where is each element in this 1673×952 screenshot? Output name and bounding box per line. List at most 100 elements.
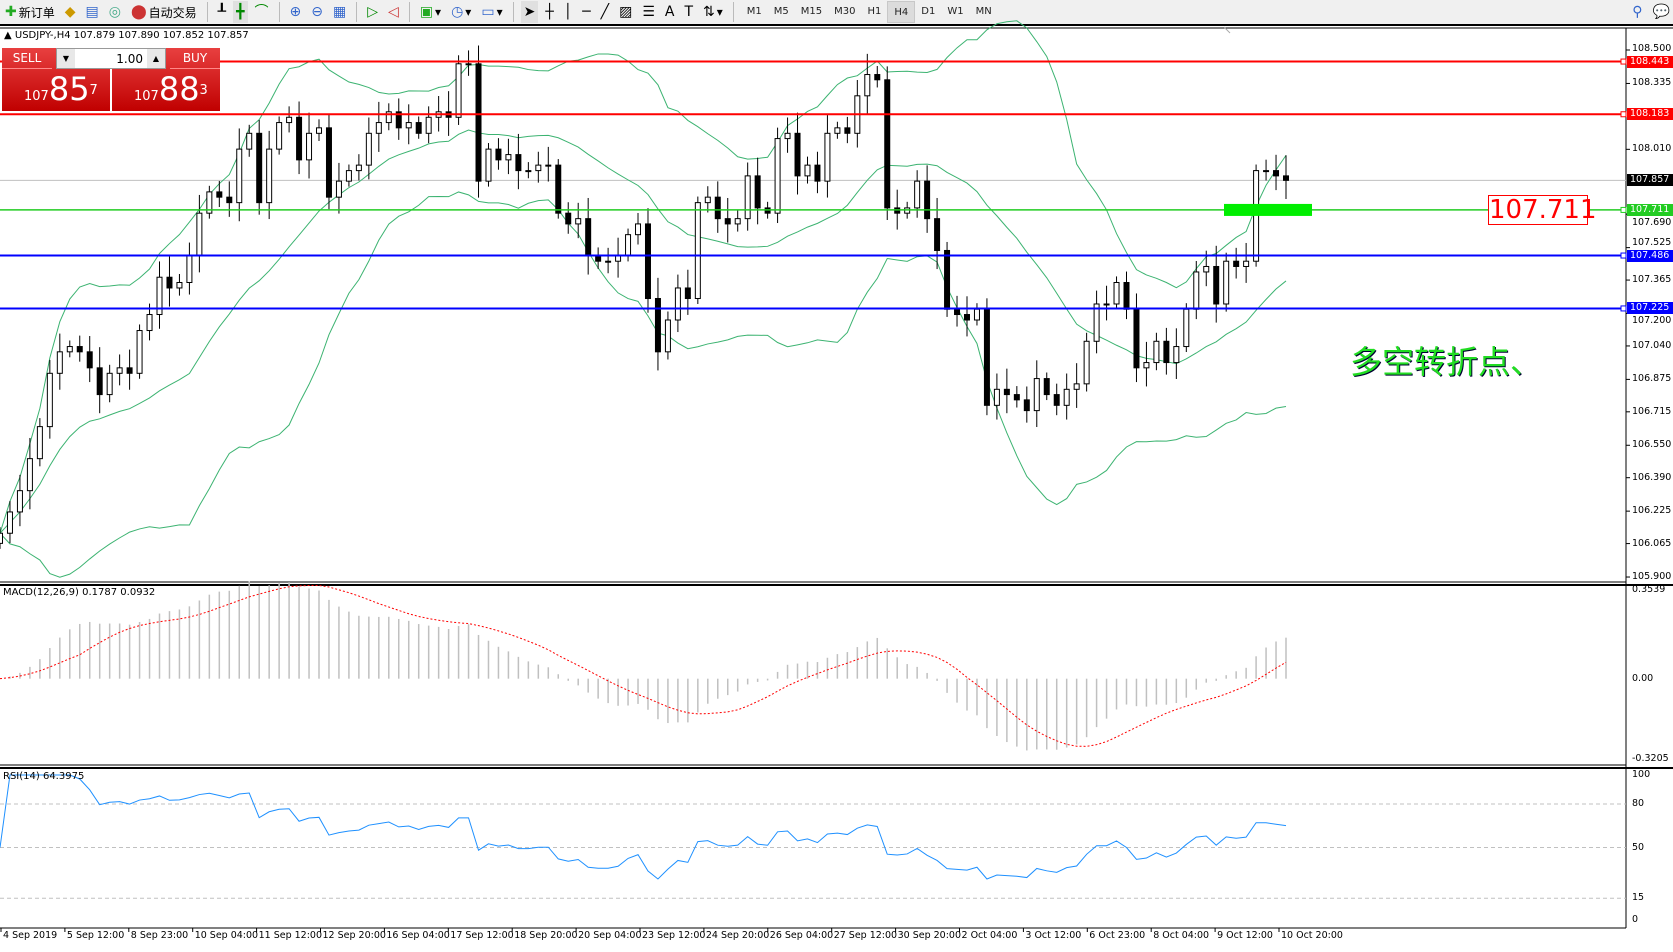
line-chart-button[interactable]: ⌒ — [252, 1, 272, 23]
zoom-in-button[interactable]: ⊕ — [287, 1, 305, 23]
lot-size-input[interactable]: 1.00 — [116, 51, 143, 66]
macd-label: MACD(12,26,9) 0.1787 0.0932 — [3, 587, 156, 598]
bar-chart-button[interactable]: ┸ — [215, 1, 229, 23]
timeframe-h1[interactable]: H1 — [867, 6, 882, 17]
price-axis-label: 107.200 — [1632, 315, 1672, 327]
chart-shift-button[interactable]: ▷ — [364, 1, 381, 23]
price-axis-label: 107.365 — [1632, 274, 1672, 286]
timeframe-h4[interactable]: H4 — [887, 1, 916, 23]
rsi-line — [0, 774, 1287, 880]
bollinger-lower — [0, 191, 1287, 578]
candle — [575, 218, 582, 225]
chat-button[interactable]: 💬 — [1650, 1, 1673, 23]
price-label-box[interactable]: 107.711 — [1488, 195, 1597, 225]
level-handle — [1620, 305, 1627, 312]
templates-button[interactable]: ▭ ▾ — [481, 4, 503, 20]
lot-increase-button[interactable]: ▲ — [147, 49, 165, 68]
candle — [944, 249, 951, 310]
horizontal-line-button[interactable]: ─ — [579, 1, 593, 23]
candle — [704, 196, 711, 204]
new-order-button[interactable]: ✚ 新订单 — [2, 1, 58, 23]
level-price-tag: 108.443 — [1627, 55, 1673, 68]
zoom-out-button[interactable]: ⊖ — [308, 1, 326, 23]
buy-button[interactable]: BUY 107883 — [112, 48, 220, 111]
candle — [515, 154, 522, 172]
rsi-label: RSI(14) 64.3975 — [3, 771, 85, 782]
candle — [924, 180, 931, 220]
signals-button[interactable]: ◎ — [106, 1, 124, 23]
candle — [914, 180, 921, 209]
tile-windows-button[interactable]: ▦ — [330, 1, 349, 23]
fibonacci-button[interactable]: ☰ — [639, 1, 658, 23]
candle — [1153, 340, 1160, 364]
tile-windows-icon: ▦ — [333, 4, 347, 20]
templates-icon: ▭ — [481, 4, 495, 20]
candle — [674, 287, 681, 321]
periods-icon: ◷ — [451, 4, 464, 20]
candle — [734, 218, 741, 225]
candle — [395, 111, 402, 129]
periods-button[interactable]: ◷ ▾ — [451, 4, 472, 20]
timeframe-m15[interactable]: M15 — [800, 6, 823, 17]
fibonacci-icon: ☰ — [642, 4, 655, 20]
candle — [256, 132, 263, 204]
search-button[interactable]: ⚲ — [1629, 1, 1645, 23]
text-label-button[interactable]: T — [681, 1, 696, 23]
text-button[interactable]: A — [662, 1, 678, 23]
navigator-button[interactable]: ▤ — [83, 1, 102, 23]
candle — [1083, 340, 1090, 385]
candle — [126, 367, 133, 374]
lot-size-stepper[interactable]: ▼ 1.00 ▲ — [56, 48, 166, 69]
candle — [455, 63, 462, 118]
candle — [834, 127, 841, 134]
candle — [694, 202, 701, 300]
auto-trading-label: 自动交易 — [148, 5, 197, 20]
trendline-button[interactable]: ╱ — [598, 1, 612, 23]
candle — [814, 164, 821, 182]
candle — [266, 148, 273, 204]
vertical-line-button[interactable]: │ — [561, 1, 575, 23]
separator — [408, 2, 410, 22]
candle — [754, 175, 761, 209]
timeframe-w1[interactable]: W1 — [947, 6, 964, 17]
timeframe-m1[interactable]: M1 — [746, 6, 762, 17]
candle — [385, 111, 392, 124]
equidistant-channel-button[interactable]: ▨ — [616, 1, 635, 23]
candle — [505, 154, 512, 161]
autoscroll-button[interactable]: ◁ — [385, 1, 402, 23]
candle — [415, 122, 422, 134]
candle — [954, 308, 961, 316]
candle — [1013, 394, 1020, 401]
candle — [1123, 281, 1130, 310]
timeframe-m30[interactable]: M30 — [834, 6, 856, 17]
candle — [106, 372, 113, 396]
market-watch-button[interactable]: ◆ — [62, 1, 79, 23]
time-axis-label: 30 Sep 20:00 — [897, 930, 962, 941]
arrows-button[interactable]: ⇅ ▾ — [703, 4, 723, 20]
candle — [724, 218, 731, 225]
auto-trading-button[interactable]: ⬤ 自动交易 — [128, 1, 200, 23]
time-axis-label: 12 Sep 20:00 — [322, 930, 386, 941]
candle — [664, 319, 671, 353]
lot-decrease-button[interactable]: ▼ — [57, 49, 75, 68]
indicators-button[interactable]: ▣ ▾ — [419, 4, 442, 20]
candle — [1273, 170, 1280, 177]
time-axis-label: 16 Sep 04:00 — [386, 930, 450, 941]
separator — [732, 2, 734, 22]
macd-signal-line — [0, 584, 1287, 747]
candlestick-button[interactable]: ╋ — [233, 1, 248, 23]
level-handle — [1620, 252, 1627, 259]
macd-axis-label: 0.00 — [1632, 672, 1654, 684]
crosshair-button[interactable]: ┼ — [542, 1, 556, 23]
candle — [86, 351, 93, 369]
text-icon: A — [664, 4, 675, 20]
trendline-icon: ╱ — [600, 4, 610, 20]
macd-axis-label: -0.3205 — [1632, 753, 1669, 764]
timeframe-mn[interactable]: MN — [975, 6, 992, 17]
candle — [1103, 303, 1110, 306]
timeframe-m5[interactable]: M5 — [773, 6, 789, 17]
chart-annotation-text[interactable]: 多空转折点、 — [1350, 343, 1543, 381]
timeframe-d1[interactable]: D1 — [921, 6, 936, 17]
cursor-button[interactable]: ➤ — [520, 1, 539, 23]
